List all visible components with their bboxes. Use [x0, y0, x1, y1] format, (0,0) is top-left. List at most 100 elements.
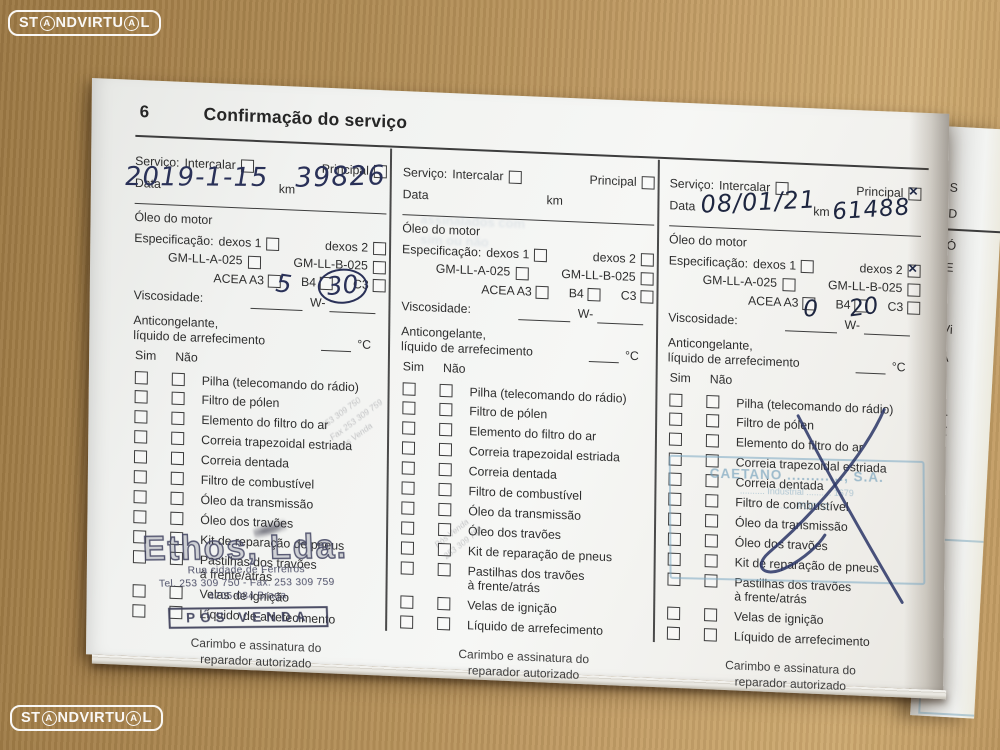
sim-checkbox: [133, 490, 147, 504]
stamp-postal: 4705-084 Braga: [208, 590, 287, 603]
viscosity-blank: [863, 320, 911, 336]
b4-label: B4: [568, 285, 584, 301]
checklist-item-label: Filtro de pólen: [469, 404, 548, 422]
standvirtual-watermark: ST A NDVIRTU A L: [10, 705, 163, 731]
principal-label: Principal: [589, 172, 637, 189]
sim-checkbox: [401, 501, 415, 515]
w-label: W-: [577, 306, 594, 322]
b4-checkbox: [587, 287, 601, 302]
sim-checkbox: [402, 401, 416, 416]
checklist-item-label: Pilha (telecomando do rádio): [469, 384, 627, 406]
service-checklist: Pilha (telecomando do rádio) Filtro de p…: [398, 381, 652, 640]
checklist-item-label: Líquido de arrefecimento: [733, 629, 870, 649]
sim-checkbox: [134, 410, 148, 424]
nao-checkbox: [171, 372, 185, 386]
date-label: Data: [402, 187, 429, 203]
watermark-text: ST: [19, 15, 39, 31]
checklist-item-label: Óleo da transmissão: [200, 492, 314, 512]
checklist-item-label: Líquido de arrefecimento: [467, 618, 604, 638]
intercalar-checkbox: [508, 170, 522, 185]
no-label: Não: [709, 372, 733, 388]
checklist-item-label: Filtro de combustível: [200, 472, 315, 492]
checklist-row: Líquido de arrefecimento: [398, 615, 650, 640]
nao-checkbox: [171, 392, 185, 406]
km-label: km: [278, 182, 296, 197]
sim-checkbox: [133, 509, 147, 524]
nao-checkbox: [170, 511, 184, 526]
handwritten-km-entry3: 61488: [831, 194, 912, 226]
viscosity-label: Viscosidade:: [401, 299, 472, 317]
checklist-item-label: Correia trapezoidal estriada: [468, 444, 620, 465]
watermark-text: NDVIRTU: [57, 710, 126, 726]
nao-checkbox: [170, 491, 184, 506]
gm-b-label: GM-LL-B-025: [561, 267, 636, 285]
gm-a-checkbox: [781, 277, 796, 292]
sim-checkbox: [400, 541, 415, 555]
nao-checkbox: [439, 383, 453, 397]
stamp-caption: Carimbo e assinatura do reparador autoriz…: [190, 636, 322, 671]
nao-checkbox: [706, 394, 720, 409]
nao-checkbox: [437, 562, 451, 577]
sim-checkbox: [400, 595, 414, 609]
sim-checkbox: [133, 450, 148, 464]
handwritten-date-entry1: 2019-1-15: [124, 161, 269, 193]
acea-label: ACEA A3: [747, 293, 799, 310]
circled-a-icon: A: [126, 710, 142, 726]
b4-label: B4: [300, 274, 317, 290]
temp-blank: [588, 348, 620, 364]
circled-a-icon: A: [39, 15, 55, 31]
gm-a-checkbox: [247, 255, 261, 269]
handwritten-signature: [759, 407, 904, 604]
cutoff-text: S: [949, 180, 959, 195]
dexos2-checkbox: [373, 242, 387, 256]
handwritten-km-entry1: 39826: [294, 160, 387, 194]
stamp-caption: Carimbo e assinatura do reparador autoriz…: [458, 647, 590, 682]
nao-checkbox: [438, 463, 452, 477]
nao-checkbox: [437, 596, 451, 611]
dexos1-label: dexos 1: [218, 234, 262, 251]
dexos2-checkbox: [640, 253, 654, 267]
c3-checkbox: [372, 278, 386, 293]
nao-checkbox: [705, 434, 719, 448]
viscosity-label: Viscosidade:: [668, 310, 738, 328]
sim-checkbox: [669, 393, 683, 407]
handwritten-viscosity-second-entry3: 20: [847, 292, 881, 323]
dexos2-checkbox: [907, 264, 921, 279]
ink-bleed-through: assinalados com sim ou não: [420, 211, 526, 250]
checklist-item-label: Filtro de pólen: [201, 393, 280, 411]
spec-label: Especificação:: [134, 230, 214, 249]
nao-checkbox: [439, 423, 453, 437]
viscosity-blank: [517, 305, 570, 322]
nao-checkbox: [170, 451, 185, 466]
checklist-row: Líquido de arrefecimento: [665, 626, 917, 651]
gm-b-checkbox: [907, 282, 921, 297]
c3-label: C3: [887, 299, 904, 314]
stamp-caption: Carimbo e assinatura do reparador autoriz…: [725, 658, 856, 694]
yes-label: Sim: [669, 370, 691, 386]
cutoff-text: D: [947, 206, 958, 221]
checklist-row: Pastilhas dos travões à frente/atrás: [399, 560, 651, 601]
celsius-label: °C: [891, 359, 906, 375]
sim-checkbox: [134, 370, 148, 385]
temp-blank: [321, 337, 352, 353]
sim-checkbox: [134, 430, 148, 444]
nao-checkbox: [438, 502, 452, 517]
temp-blank: [855, 359, 886, 375]
dexos1-checkbox: [534, 248, 548, 263]
sim-checkbox: [134, 390, 148, 405]
no-label: Não: [442, 361, 466, 377]
yes-label: Sim: [135, 348, 157, 364]
sim-checkbox: [401, 481, 415, 495]
spec-label: Especificação:: [668, 253, 749, 271]
date-label: Data: [669, 198, 696, 214]
dexos1-label: dexos 1: [752, 256, 797, 273]
page-number: 6: [139, 102, 150, 122]
dexos2-label: dexos 2: [592, 250, 636, 267]
nao-checkbox: [706, 414, 720, 429]
sim-checkbox: [401, 441, 416, 456]
checklist-item-label: Elemento do filtro do ar: [469, 424, 597, 444]
c3-checkbox: [907, 301, 921, 315]
checklist-item-label: Filtro de combustível: [468, 484, 582, 503]
gm-a-label: GM-LL-A-025: [702, 273, 778, 291]
sim-checkbox: [401, 521, 415, 535]
